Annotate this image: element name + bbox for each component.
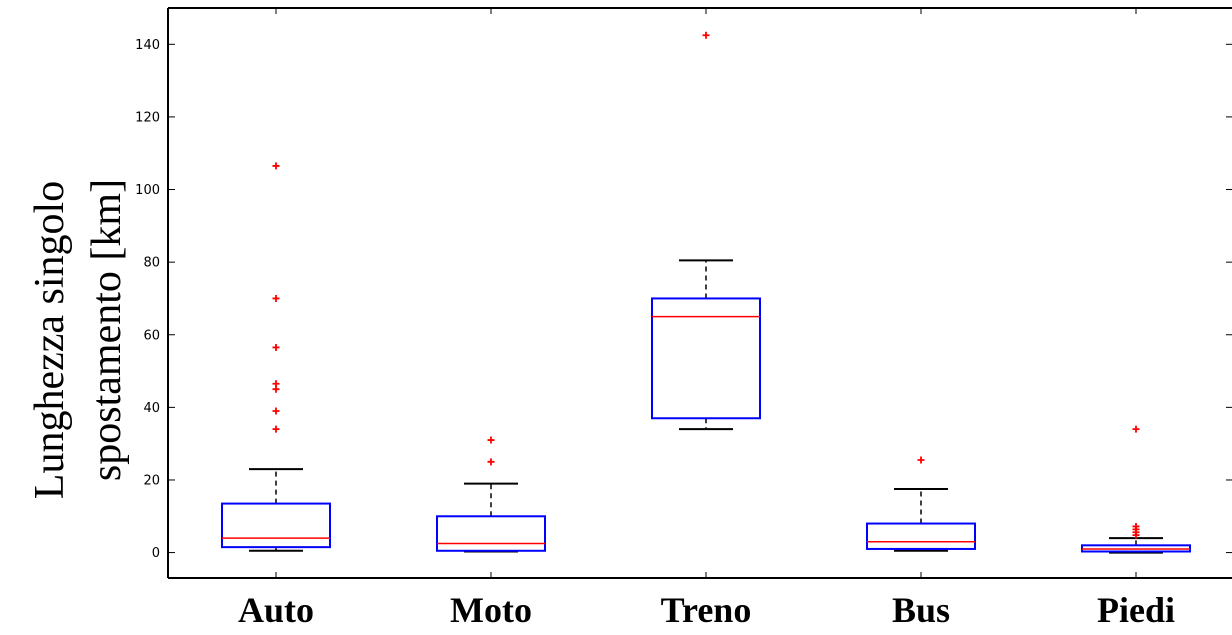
box-bus: [866, 8, 976, 578]
outlier-point: [917, 456, 925, 464]
y-tick-label: 40: [143, 401, 160, 416]
y-tick-label: 80: [143, 256, 160, 271]
box-auto: [221, 8, 331, 578]
outlier-point: [1132, 522, 1140, 530]
outlier-point: [487, 458, 495, 466]
outlier-point: [272, 407, 280, 415]
outlier-point: [1132, 425, 1140, 433]
y-axis-label-line-2: spostamento [km]: [84, 179, 130, 481]
iqr-box: [436, 515, 546, 552]
x-category-label-bus: Bus: [892, 590, 950, 630]
outlier-point: [272, 425, 280, 433]
box-moto: [436, 8, 546, 578]
iqr-box: [866, 522, 976, 550]
outlier-point: [272, 162, 280, 170]
y-axis-label-line-1: Lunghezza singolo: [27, 181, 73, 499]
y-axis-label: Lunghezza singolo spostamento [km]: [27, 179, 130, 499]
x-category-label-moto: Moto: [450, 590, 532, 630]
y-tick-label: 0: [152, 546, 160, 561]
y-tick-label: 100: [135, 183, 160, 198]
outlier-point: [272, 294, 280, 302]
x-axis-categories: Auto Moto Treno Bus Piedi: [238, 590, 1175, 630]
iqr-box: [221, 502, 331, 549]
y-tick-label: 60: [143, 328, 160, 343]
iqr-box: [651, 297, 761, 420]
outlier-point: [487, 436, 495, 444]
y-tick-label: 140: [135, 38, 160, 53]
y-tick-label: 20: [143, 473, 160, 488]
plot-area: 0 20 40 60 80 100 120 140: [135, 7, 1232, 579]
x-category-label-treno: Treno: [661, 590, 752, 630]
outlier-point: [272, 380, 280, 388]
x-category-label-piedi: Piedi: [1097, 590, 1175, 630]
box-treno: [651, 8, 761, 578]
outlier-point: [272, 343, 280, 351]
box-piedi: [1081, 8, 1191, 578]
x-category-label-auto: Auto: [238, 590, 314, 630]
y-tick-label: 120: [135, 110, 160, 125]
outlier-point: [702, 31, 710, 39]
